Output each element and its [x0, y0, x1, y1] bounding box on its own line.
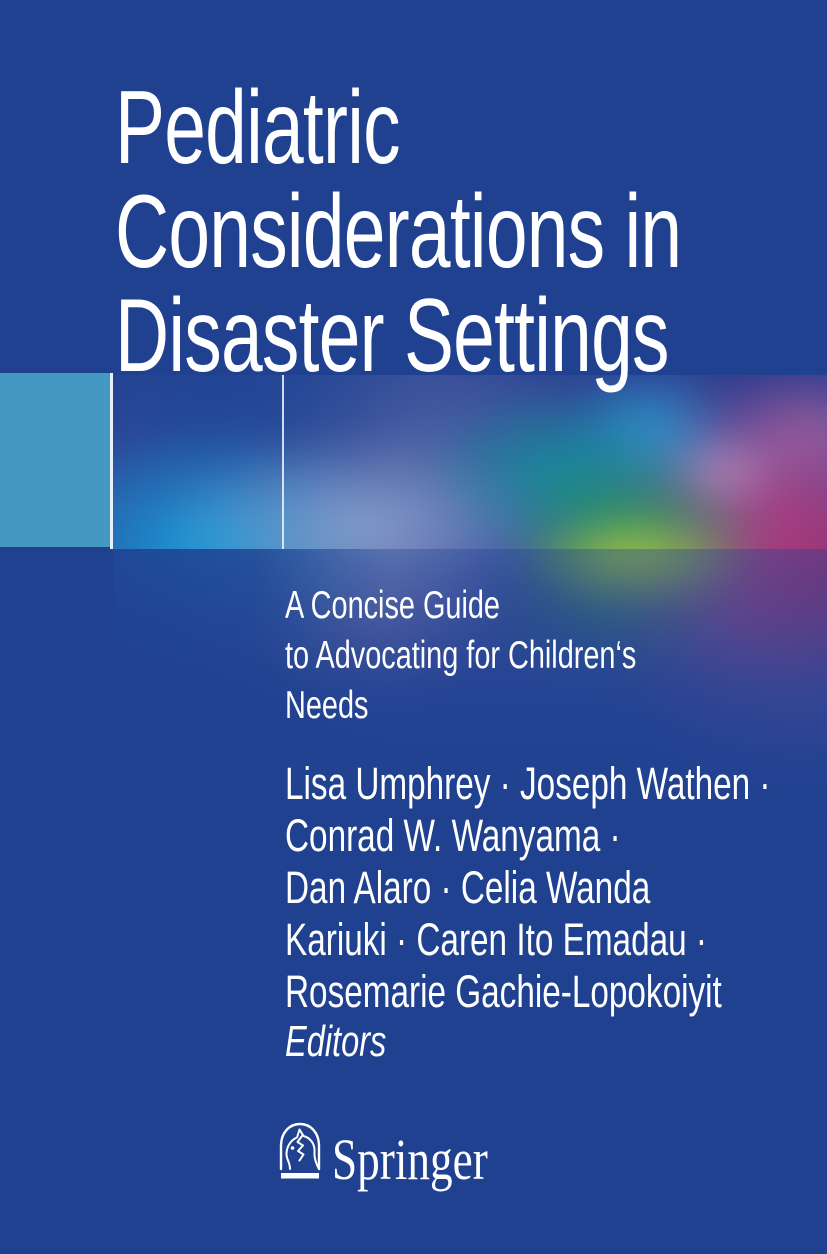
subtitle-line: Needs: [285, 684, 369, 727]
author-line: Dan Alaro · Celia Wanda: [285, 862, 651, 913]
author-line: Lisa Umphrey · Joseph Wathen ·: [285, 758, 771, 809]
subtitle-line: to Advocating for Children‘s: [285, 634, 637, 677]
author-line: Conrad W. Wanyama ·: [285, 810, 621, 861]
book-title: Pediatric Considerations in Disaster Set…: [115, 70, 682, 394]
cover-art-band: [113, 375, 827, 870]
springer-horse-icon: [279, 1122, 321, 1179]
accent-square: [0, 373, 110, 547]
title-line: Pediatric: [115, 70, 401, 186]
subtitle-line: A Concise Guide: [285, 584, 500, 627]
author-line: Rosemarie Gachie-Lopokoiyit: [285, 966, 722, 1017]
author-list: Lisa Umphrey · Joseph Wathen · Conrad W.…: [285, 758, 771, 1018]
book-subtitle: A Concise Guide to Advocating for Childr…: [285, 581, 636, 731]
springer-wordmark: Springer: [332, 1127, 488, 1192]
title-line: Disaster Settings: [115, 278, 669, 394]
divider-line-middle: [282, 375, 284, 549]
author-line: Kariuki · Caren Ito Emadau ·: [285, 914, 707, 965]
springer-logo: [276, 1119, 324, 1187]
cover-art-fade-overlay: [113, 549, 827, 870]
divider-line-left: [110, 373, 113, 549]
editors-label: Editors: [285, 1017, 387, 1066]
title-line: Considerations in: [115, 174, 682, 290]
